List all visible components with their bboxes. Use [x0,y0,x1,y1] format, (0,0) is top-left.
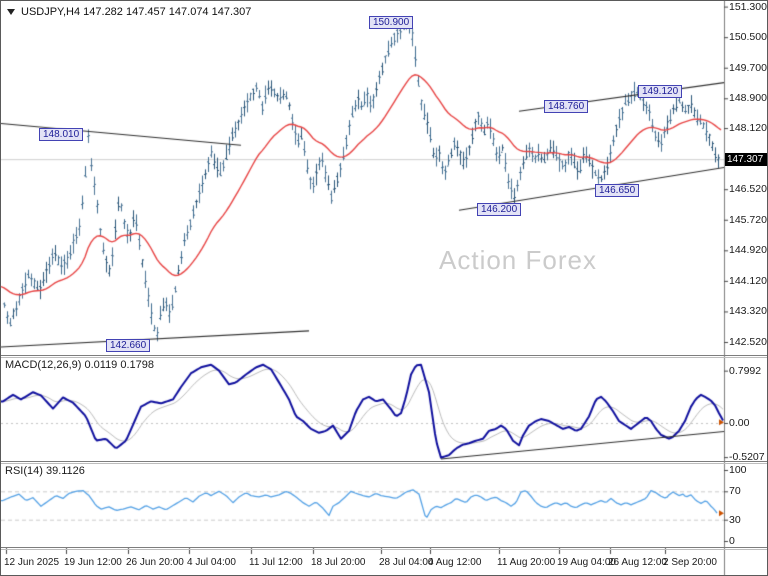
price-axis-label: 144.920 [729,244,767,257]
price-level-label[interactable]: 146.200 [477,203,522,216]
price-axis-label: 151.300 [729,0,767,13]
time-axis-label: 11 Aug 20:00 [497,557,556,568]
time-axis-label: 4 Jul 04:00 [187,557,236,568]
price-level-label[interactable]: 142.660 [106,339,151,352]
macd-axis-label: 0.00 [729,417,750,429]
panel-splitter-time[interactable] [1,547,767,550]
time-axis-label: 26 Aug 12:00 [608,557,667,568]
price-axis-label: 149.700 [729,61,767,74]
time-axis-label: 26 Jun 20:00 [126,557,184,568]
price-axis-label: 148.900 [729,92,767,105]
rsi-axis-label: 100 [729,464,747,476]
price-axis-label: 143.320 [729,305,767,318]
time-axis-label: 19 Jun 12:00 [64,557,122,568]
price-axis-label: 150.500 [729,31,767,44]
macd-indicator-title: MACD(12,26,9) 0.0119 0.1798 [5,359,154,371]
time-axis-label: 12 Jun 2025 [4,557,60,568]
price-axis-label: 148.120 [729,122,767,135]
rsi-indicator-title: RSI(14) 39.1126 [5,465,85,477]
macd-axis-label: 0.7992 [729,364,762,377]
time-axis-label: 11 Jul 12:00 [249,557,303,568]
price-level-label[interactable]: 148.010 [39,128,84,141]
rsi-axis-label: 0 [729,535,735,547]
time-axis-label: 4 Aug 12:00 [428,557,482,568]
panel-splitter-rsi[interactable] [1,461,767,464]
price-axis-label: 144.120 [729,274,767,287]
time-axis-label: 18 Jul 20:00 [311,557,366,568]
time-axis-label: 19 Aug 04:00 [557,557,616,568]
watermark: Action Forex [439,245,597,275]
price-axis-label: 142.520 [729,336,767,348]
symbol-ohlc-readout: USDJPY,H4 147.282 147.457 147.074 147.30… [21,6,252,18]
macd-axis-label: -0.5207 [729,451,765,464]
rsi-axis-label: 30 [729,513,741,526]
price-level-label[interactable]: 149.120 [638,85,683,98]
price-level-label[interactable]: 150.900 [369,16,414,29]
price-level-label[interactable]: 148.760 [544,100,589,113]
chevron-down-icon[interactable] [7,9,15,15]
price-axis-label: 145.720 [729,213,767,226]
panel-splitter-macd[interactable] [1,355,767,358]
time-axis-label: 2 Sep 20:00 [663,557,717,568]
price-axis-label: 146.520 [729,183,767,196]
rsi-axis-label: 70 [729,485,741,498]
price-level-label[interactable]: 146.650 [595,184,640,197]
time-axis-label: 28 Jul 04:00 [379,557,434,568]
current-price-tag: 147.307 [725,152,767,166]
chart-title: USDJPY,H4 147.282 147.457 147.074 147.30… [7,6,251,18]
